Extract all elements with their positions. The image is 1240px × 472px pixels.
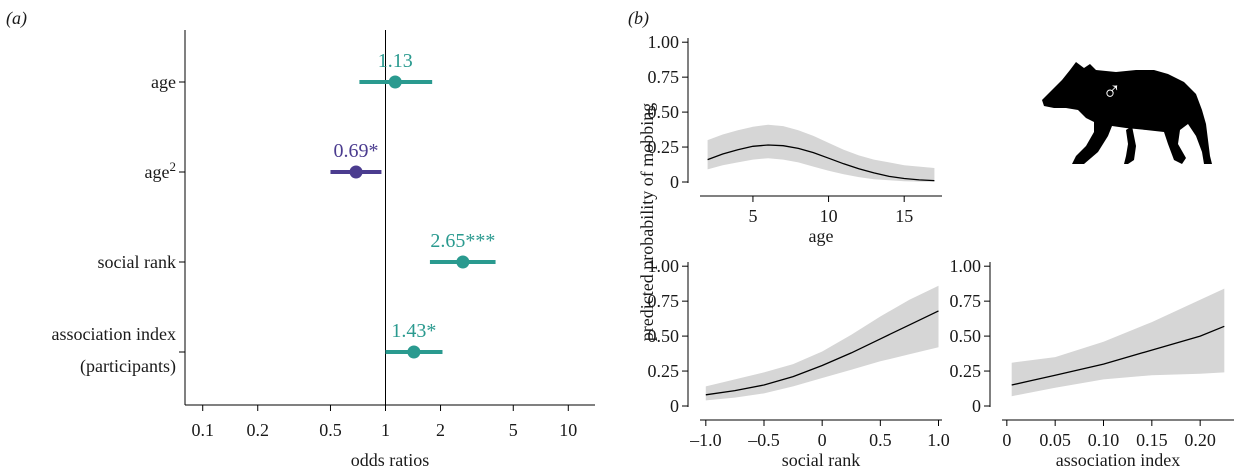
hyena-silhouette-icon (1042, 62, 1212, 164)
x-tick-label: 15 (895, 206, 913, 226)
y-tick-label: 0.25 (648, 361, 680, 381)
estimate-label: 2.65*** (430, 230, 495, 252)
y-tick-label: 0 (670, 396, 679, 416)
y-tick-label: 0.75 (648, 67, 680, 87)
x-tick-label: 0.5 (869, 430, 892, 450)
y-tick-label: 1.00 (648, 256, 680, 276)
estimate-label: 1.43* (391, 320, 436, 342)
x-tick-label: 5 (509, 420, 518, 440)
male-symbol: ♂ (1102, 77, 1122, 106)
confidence-band (1011, 288, 1225, 397)
y-tick-label: 0.25 (950, 361, 982, 381)
point-estimate (349, 165, 363, 179)
x-axis-label: age (809, 226, 834, 246)
confidence-band (707, 124, 935, 182)
y-tick-label: 0.75 (648, 291, 680, 311)
x-tick-label: 0.5 (319, 420, 342, 440)
row-label: age2 (145, 159, 176, 182)
x-tick-label: 0.2 (246, 420, 269, 440)
subplot-association-index: 0 0.25 0.50 0.75 1.00 0 0.05 0.10 0.15 0.20associ… (950, 256, 1234, 470)
point-estimate (407, 345, 421, 359)
prediction-line (1011, 325, 1225, 386)
y-tick-label: 0.75 (950, 291, 982, 311)
subplot-social-rank: 0 0.25 0.50 0.75 1.00 –1.0 –0.5 0 0.5 1.0 social r… (648, 256, 950, 470)
x-axis-label: odds ratios (351, 450, 430, 470)
x-tick-label: 2 (436, 420, 445, 440)
x-tick-label: 0.20 (1184, 430, 1216, 450)
row-label-line2: (participants) (80, 356, 176, 377)
x-tick-label: 0.15 (1136, 430, 1168, 450)
x-tick-label: 0.1 (191, 420, 214, 440)
row-label: age (151, 72, 176, 92)
x-tick-label: 0.05 (1039, 430, 1071, 450)
point-estimate (456, 255, 470, 269)
panel-label-b: (b) (628, 8, 649, 29)
y-tick-label: 1.00 (648, 32, 680, 52)
row-label: association index (52, 324, 176, 344)
x-tick-label: 1 (381, 420, 390, 440)
prediction-plots-panel: 00.250.500.751.005 10 15age00.250.500.751.… (637, 32, 1234, 470)
x-tick-label: 0 (818, 430, 827, 450)
y-tick-label: 0 (972, 396, 981, 416)
x-tick-label: 10 (820, 206, 838, 226)
forest-plot-panel: 0.1 0.2 0.5 1 2 5 10 odds ratios age 1.13 age2 0.69… (52, 30, 595, 470)
x-axis-label: association index (1056, 450, 1180, 470)
x-tick-label: –1.0 (689, 430, 722, 450)
y-tick-label: 0.25 (648, 137, 680, 157)
estimate-label: 0.69* (334, 140, 379, 162)
prediction-line (707, 144, 935, 182)
x-tick-label: 10 (559, 420, 577, 440)
point-estimate (388, 75, 402, 89)
estimate-label: 1.13 (378, 50, 413, 72)
panel-label-a: (a) (6, 8, 27, 29)
y-tick-label: 1.00 (950, 256, 982, 276)
x-tick-label: 5 (748, 206, 757, 226)
row-label: social rank (98, 252, 176, 272)
prediction-line (705, 310, 939, 396)
confidence-band (705, 285, 939, 401)
subplot-age: 0 0.25 0.50 0.75 1.00 5 10 15 age (648, 32, 942, 246)
x-tick-label: 0 (1002, 430, 1011, 450)
shared-y-axis-label: predicted probability of mobbing (637, 103, 657, 341)
y-tick-label: 0 (670, 172, 679, 192)
x-axis-label: social rank (782, 450, 860, 470)
x-tick-label: 0.10 (1088, 430, 1120, 450)
x-tick-label: 1.0 (927, 430, 950, 450)
y-tick-label: 0.50 (950, 326, 982, 346)
x-tick-label: –0.5 (747, 430, 780, 450)
y-tick-label: 0.50 (648, 326, 680, 346)
y-tick-label: 0.50 (648, 102, 680, 122)
